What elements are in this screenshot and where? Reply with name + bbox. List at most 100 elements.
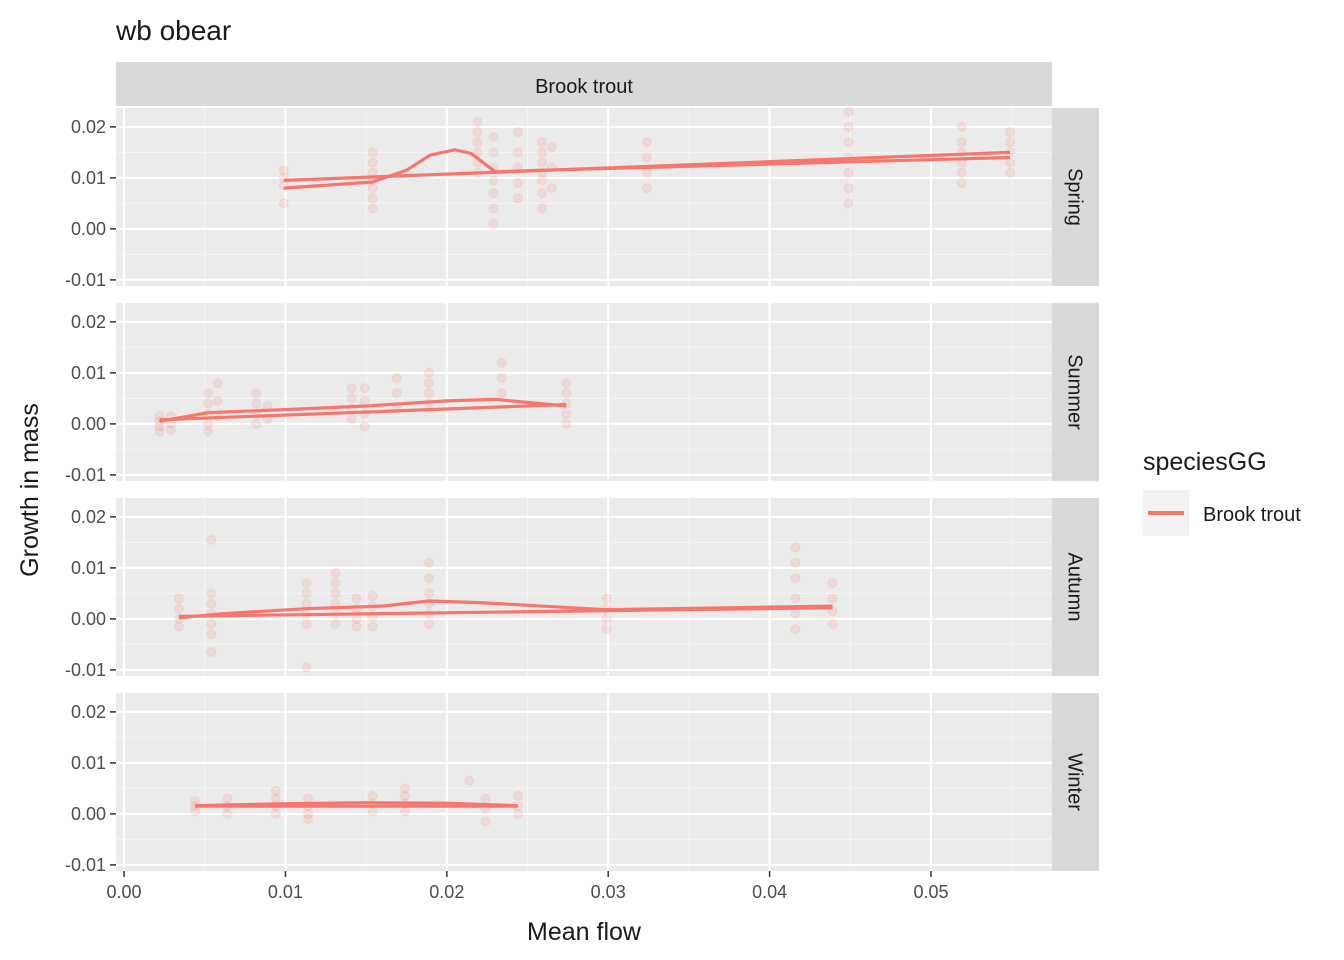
y-tick-label: 0.01 — [71, 168, 106, 188]
data-point — [424, 367, 435, 378]
y-tick-label: -0.01 — [65, 855, 106, 875]
data-point — [212, 395, 223, 406]
data-point — [641, 183, 652, 194]
panel-spring: 0.02 0.01 0.00 -0.01 Spring — [65, 106, 1099, 290]
data-point — [301, 662, 312, 673]
data-point — [561, 418, 572, 429]
data-point — [480, 793, 491, 804]
data-point — [391, 372, 402, 383]
fit-line — [159, 402, 567, 422]
data-point — [206, 534, 217, 545]
data-point — [251, 418, 262, 429]
x-tick-label: 0.05 — [913, 882, 948, 902]
data-point — [222, 793, 233, 804]
fit-line — [195, 801, 518, 808]
data-point — [827, 593, 838, 604]
data-point — [843, 183, 854, 194]
data-point — [827, 618, 838, 629]
data-point — [154, 426, 165, 437]
data-point — [601, 624, 612, 635]
data-point — [512, 193, 523, 204]
y-tick-label: -0.01 — [65, 465, 106, 485]
fit-line — [178, 599, 833, 620]
data-point — [367, 621, 378, 632]
data-point — [330, 588, 341, 599]
data-point — [480, 816, 491, 827]
panel-background — [116, 498, 1052, 676]
x-tick-label: 0.02 — [429, 882, 464, 902]
data-point — [399, 806, 410, 817]
data-point — [359, 421, 370, 432]
data-point — [790, 624, 801, 635]
data-point — [488, 203, 499, 214]
data-point — [251, 398, 262, 409]
panel-summer: 0.02 0.01 0.00 -0.01 Summer — [65, 303, 1099, 485]
data-point — [367, 183, 378, 194]
data-point — [301, 598, 312, 609]
column-strip — [116, 62, 1052, 106]
data-point — [367, 203, 378, 214]
data-point — [496, 372, 507, 383]
data-point — [251, 388, 262, 399]
data-point — [601, 613, 612, 624]
data-point — [399, 783, 410, 794]
y-tick-label: -0.01 — [65, 270, 106, 290]
data-point — [488, 175, 499, 186]
y-tick-label: 0.01 — [71, 363, 106, 383]
x-axis-label: Mean flow — [527, 918, 642, 946]
data-point — [206, 647, 217, 658]
data-point — [641, 137, 652, 148]
data-point — [488, 188, 499, 199]
data-point — [424, 618, 435, 629]
data-point — [601, 593, 612, 604]
data-point — [206, 588, 217, 599]
x-tick-label: 0.04 — [752, 882, 787, 902]
y-tick-label: 0.02 — [71, 507, 106, 527]
data-point — [301, 618, 312, 629]
data-point — [512, 147, 523, 158]
y-axis-label: Growth in mass — [16, 403, 44, 577]
data-point — [1005, 126, 1016, 137]
data-point — [303, 813, 314, 824]
data-point — [359, 383, 370, 394]
data-point — [472, 137, 483, 148]
data-point — [351, 621, 362, 632]
data-point — [206, 629, 217, 640]
data-point — [843, 198, 854, 209]
y-tick-label: 0.02 — [71, 702, 106, 722]
data-point — [330, 618, 341, 629]
data-point — [1005, 157, 1016, 168]
y-tick-label: 0.02 — [71, 117, 106, 137]
data-point — [790, 593, 801, 604]
y-tick-label: 0.00 — [71, 414, 106, 434]
data-point — [278, 198, 289, 209]
data-point — [537, 137, 548, 148]
data-point — [512, 808, 523, 819]
data-point — [424, 557, 435, 568]
data-point — [206, 598, 217, 609]
chart-title: wb obear — [115, 15, 231, 46]
data-point — [154, 421, 165, 432]
x-tick-label: 0.00 — [107, 882, 142, 902]
panel-background — [116, 693, 1052, 871]
data-point — [537, 188, 548, 199]
x-tick-label: 0.03 — [591, 882, 626, 902]
data-point — [561, 408, 572, 419]
data-point — [346, 393, 357, 404]
data-point — [472, 126, 483, 137]
data-point — [190, 806, 201, 817]
data-point — [346, 413, 357, 424]
data-point — [843, 167, 854, 178]
data-point — [472, 116, 483, 127]
column-strip-label: Brook trout — [535, 76, 633, 98]
data-point — [956, 137, 967, 148]
legend-title: speciesGG — [1143, 448, 1267, 476]
data-point — [561, 388, 572, 399]
data-point — [641, 167, 652, 178]
data-point — [367, 791, 378, 802]
data-point — [496, 388, 507, 399]
data-point — [537, 147, 548, 158]
data-point — [546, 183, 557, 194]
data-point — [843, 121, 854, 132]
y-tick-label: 0.01 — [71, 753, 106, 773]
